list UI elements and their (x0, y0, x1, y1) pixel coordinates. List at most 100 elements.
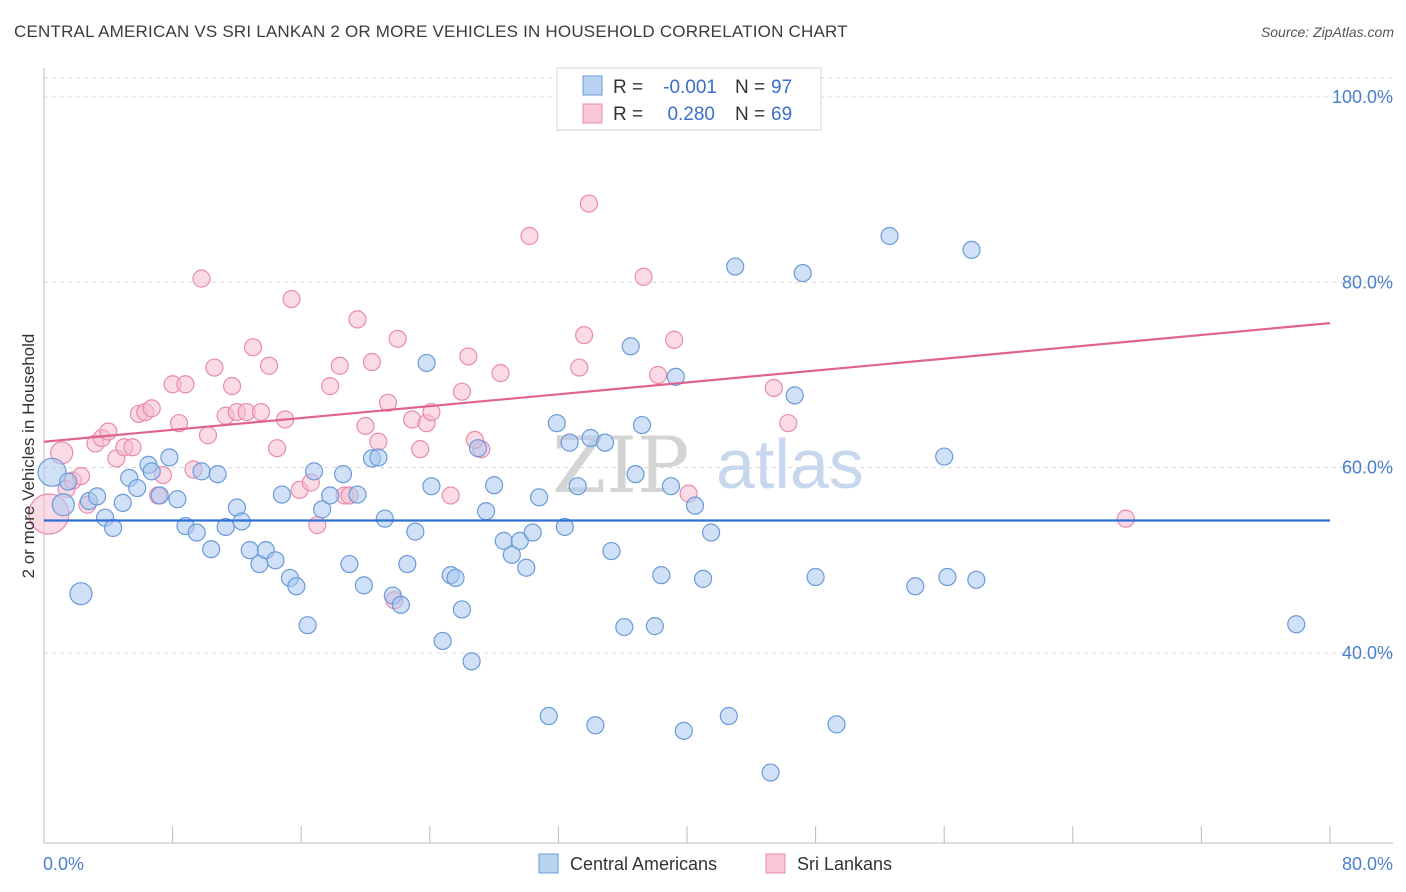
central-american-point (202, 540, 221, 559)
central-american-point (59, 472, 78, 491)
sri-lankan-point (222, 377, 242, 396)
legend-n-label-2: N = (735, 104, 765, 125)
central-american-point (340, 554, 359, 574)
central-american-point (719, 706, 738, 726)
trend-lines (43, 322, 1331, 522)
sri-lankan-point (267, 439, 287, 458)
y-tick-labels: 40.0% 60.0% 80.0% 100.0% (1332, 87, 1393, 663)
sri-lankan-point (330, 356, 349, 375)
central-american-point (621, 337, 640, 356)
sri-lankan-point (205, 358, 224, 377)
sri-lankan-point (570, 358, 589, 377)
central-american-point (462, 652, 481, 671)
legend-r-label-2: R = (613, 104, 643, 125)
sri-lankan-point (348, 310, 367, 329)
central-american-point (906, 577, 925, 596)
central-american-point (312, 500, 332, 519)
central-american-point (935, 447, 954, 466)
y-tick-label: 100.0% (1332, 87, 1393, 107)
legend-bottom-label-central-americans: Central Americans (570, 854, 717, 874)
sri-lankan-point (362, 352, 382, 372)
y-tick-label: 60.0% (1342, 458, 1393, 478)
central-american-point (523, 523, 542, 542)
central-american-point (468, 439, 488, 458)
legend-r-value-2: 0.280 (667, 104, 715, 125)
central-american-point (595, 433, 615, 452)
central-american-point (208, 465, 227, 484)
central-american-point (693, 569, 713, 588)
central-american-point (69, 582, 93, 606)
sri-lankan-point (198, 426, 218, 445)
sri-lankan-point (575, 326, 594, 345)
sri-lankan-point (243, 338, 263, 357)
central-american-point (652, 566, 671, 585)
central-american-point (433, 631, 452, 651)
central-american-point (446, 568, 465, 588)
central-american-point (113, 493, 132, 512)
central-american-point (661, 477, 681, 496)
central-american-point (510, 531, 529, 550)
central-american-point (348, 485, 367, 504)
central-american-point (187, 523, 206, 542)
central-american-point (674, 721, 693, 740)
sri-lankan-point (520, 226, 539, 246)
sri-lankan-point (321, 377, 340, 396)
central-american-point (626, 465, 645, 484)
sri-lankan-point (123, 438, 142, 457)
central-american-point (1287, 615, 1306, 634)
central-american-point (962, 240, 981, 259)
central-american-point (517, 558, 536, 577)
central-american-point (560, 433, 579, 452)
central-american-point (398, 554, 417, 574)
central-american-point (37, 457, 67, 487)
legend-bottom: Central Americans Sri Lankans (538, 853, 892, 874)
central-american-point (702, 523, 721, 542)
central-american-point (298, 616, 317, 635)
x-tick-label-min: 0.0% (43, 854, 84, 874)
sri-lankan-point (192, 269, 211, 288)
central-american-point (502, 545, 521, 564)
sri-lankan-point (176, 375, 195, 394)
central-american-point (192, 462, 211, 481)
legend-top: R = -0.001 N = 97 R = 0.280 N = 69 (556, 67, 822, 131)
sri-lankans-trend-line (43, 322, 1331, 443)
sri-lankan-point (356, 416, 375, 436)
central-american-point (793, 263, 812, 283)
central-american-point (967, 570, 986, 589)
legend-bottom-label-sri-lankans: Sri Lankans (797, 854, 892, 874)
sri-lankan-point (422, 402, 441, 422)
sri-lankan-point (452, 382, 472, 401)
central-american-point (938, 567, 957, 587)
source-label: Source: ZipAtlas.com (1260, 24, 1394, 40)
central-american-point (685, 496, 705, 515)
sri-lankan-point (1116, 509, 1135, 528)
legend-n-value-2: 69 (771, 104, 792, 125)
central-american-point (568, 477, 587, 496)
central-american-point (726, 257, 745, 276)
central-american-point (87, 487, 107, 506)
central-american-point (555, 517, 574, 537)
central-american-point (530, 488, 549, 507)
legend-swatch-pink (582, 103, 603, 124)
central-american-point (104, 518, 123, 538)
central-american-point (880, 226, 899, 246)
sri-lankan-point (142, 399, 161, 418)
legend-n-value-1: 97 (771, 77, 792, 98)
central-american-point (476, 502, 496, 521)
central-american-point (615, 617, 634, 637)
sri-lankan-point (634, 267, 653, 286)
sri-lankan-point (491, 364, 510, 383)
y-tick-label: 80.0% (1342, 272, 1393, 292)
legend-r-label-1: R = (613, 77, 643, 98)
legend-bottom-swatch-blue (538, 853, 559, 874)
sri-lankan-point (441, 486, 460, 505)
axes (43, 68, 1393, 844)
central-american-point (168, 490, 187, 509)
y-tick-label: 40.0% (1342, 643, 1393, 663)
central-american-point (150, 486, 169, 505)
central-american-point (51, 493, 75, 517)
sri-lankan-point (369, 432, 388, 451)
central-american-point (485, 476, 504, 495)
central-american-point (142, 462, 161, 481)
